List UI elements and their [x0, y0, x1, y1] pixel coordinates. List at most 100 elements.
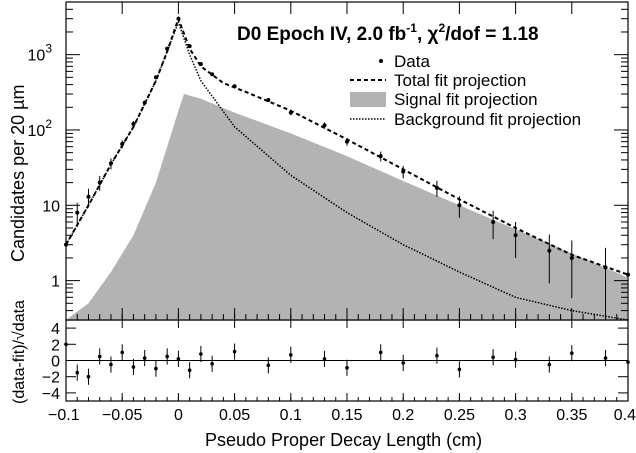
data-point [86, 194, 91, 199]
data-point [108, 161, 113, 166]
title-sup: -1 [406, 21, 417, 35]
legend-data-marker [379, 59, 383, 63]
residual-point [86, 374, 91, 379]
residual-point [75, 370, 80, 375]
residual-point [199, 352, 203, 356]
main-ytick-base: 10 [28, 48, 46, 65]
title-main: D0 Epoch IV, 2.0 fb [237, 24, 406, 45]
xtick-label: 0.4 [614, 407, 636, 424]
residual-point [131, 365, 136, 369]
data-point [266, 97, 271, 102]
residual-point [176, 357, 181, 361]
data-point [547, 248, 552, 253]
residual-point [187, 368, 192, 373]
residual-point [435, 353, 439, 358]
main-ytick-label: 10 [42, 198, 60, 215]
xtick-label: 0.25 [444, 407, 475, 424]
data-point [513, 233, 518, 238]
data-point [210, 72, 215, 77]
residual-ytick-label: −4 [42, 386, 60, 403]
residual-point [626, 360, 630, 364]
residual-point [378, 350, 383, 355]
title-chi: , χ [417, 24, 439, 45]
data-point [288, 110, 293, 115]
residual-ytick-label: 0 [51, 354, 60, 371]
data-point [120, 142, 125, 147]
data-point [434, 185, 439, 190]
data-point [153, 75, 158, 80]
xtick-label: 0.15 [331, 407, 362, 424]
main-ytick-base: 10 [28, 123, 46, 140]
data-point [176, 16, 181, 21]
residual-point [570, 351, 574, 356]
residual-point [345, 365, 349, 370]
residual-point [120, 350, 124, 355]
main-ytick-exponent: 2 [45, 117, 52, 131]
xtick-label: −0.1 [48, 407, 80, 424]
data-point [626, 272, 630, 277]
data-point [457, 203, 462, 208]
main-ytick-exponent: 3 [45, 42, 52, 56]
main-ytick-base: 10 [42, 198, 60, 215]
residual-ytick-label: −2 [42, 370, 60, 387]
residual-point [401, 361, 406, 365]
residual-point [266, 363, 271, 368]
data-point [491, 220, 496, 225]
residual-point [154, 366, 158, 371]
main-ytick-label: 103 [28, 42, 53, 65]
chart-title: D0 Epoch IV, 2.0 fb-1, χ2/dof = 1.18 [237, 21, 539, 45]
residual-point [232, 349, 237, 354]
data-point [569, 255, 574, 260]
data-point [232, 84, 237, 89]
legend-background-label: Background fit projection [394, 110, 581, 129]
xtick-label: 0.3 [504, 407, 526, 424]
data-point [378, 154, 383, 159]
residual-ytick-label: 4 [51, 321, 60, 338]
legend-signal-swatch [350, 92, 386, 107]
data-point [401, 169, 406, 174]
residual-point [491, 355, 495, 360]
residual-ytick-label: 2 [51, 337, 60, 354]
data-point [131, 122, 136, 127]
residual-point [97, 354, 102, 359]
legend-signal-label: Signal fit projection [394, 90, 538, 109]
residual-point [513, 357, 518, 362]
residual-point [142, 356, 147, 360]
xtick-label: 0.2 [392, 407, 414, 424]
xtick-label: 0.1 [280, 407, 302, 424]
main-ytick-base: 1 [51, 274, 60, 291]
data-point [75, 210, 80, 215]
xlabel: Pseudo Proper Decay Length (cm) [205, 430, 482, 450]
legend-total-label: Total fit projection [394, 71, 526, 90]
residual-ylabel: (data-fit)/√data [11, 300, 28, 404]
xtick-label: 0 [174, 407, 183, 424]
residual-point [289, 353, 293, 357]
residual-point [547, 362, 552, 367]
xtick-label: 0.05 [219, 407, 250, 424]
xtick-label: −0.05 [102, 407, 143, 424]
data-point [187, 44, 192, 49]
main-ylabel: Candidates per 20 µm [8, 85, 28, 262]
main-ytick-label: 1 [51, 274, 60, 291]
residual-point [322, 357, 327, 361]
residual-point [457, 367, 462, 372]
residual-point [165, 354, 169, 359]
residual-point [210, 361, 214, 366]
data-point [165, 46, 170, 51]
signal-fit-area [66, 94, 628, 320]
data-point [322, 123, 327, 128]
residual-point [109, 362, 113, 367]
legend: Data Total fit projection Signal fit pro… [350, 52, 581, 129]
data-point [603, 265, 608, 270]
data-point [142, 100, 147, 105]
title-chi-sup: 2 [438, 21, 445, 35]
residual-point [603, 356, 608, 360]
data-point [97, 180, 102, 185]
data-point [345, 139, 349, 144]
legend-data-label: Data [394, 52, 430, 71]
title-tail: /dof = 1.18 [445, 24, 538, 45]
data-point [198, 62, 203, 67]
main-ytick-label: 102 [28, 117, 53, 140]
